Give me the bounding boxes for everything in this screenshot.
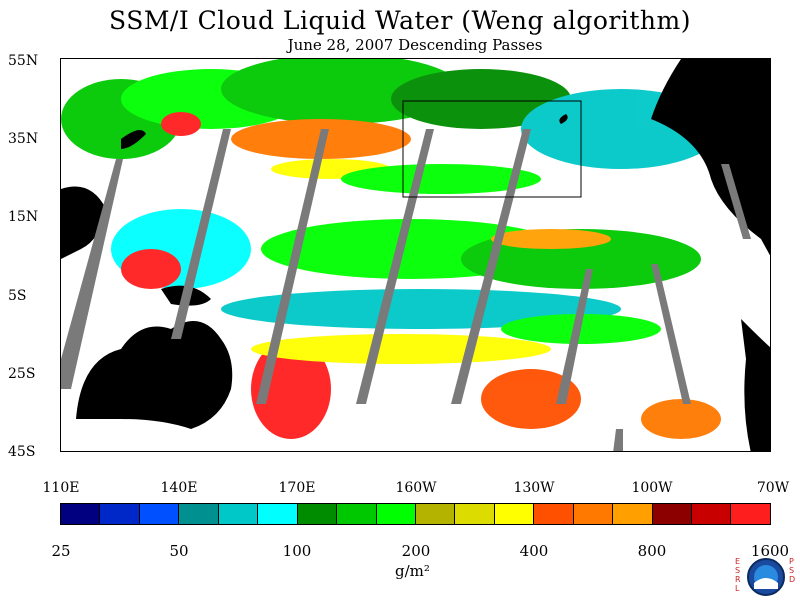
lon-label-100w: 100W [631, 480, 673, 496]
colorbar-swatch-14 [613, 504, 653, 524]
cloud-water-map [61, 59, 770, 451]
colorbar-swatch-4 [218, 504, 259, 524]
colorbar-swatch-8 [376, 504, 416, 524]
colorbar-swatch-3 [179, 504, 219, 524]
colorbar-label-25: 25 [51, 542, 71, 560]
lat-label-55n: 55N [8, 53, 39, 69]
colorbar-label-50: 50 [169, 542, 189, 560]
colorbar-swatch-5 [258, 504, 298, 524]
colorbar-swatch-11 [494, 504, 535, 524]
colorbar-label-800: 800 [637, 542, 667, 560]
lat-label-35n: 35N [8, 131, 39, 147]
colorbar-swatch-2 [139, 504, 180, 524]
colorbar-swatch-0 [61, 504, 101, 524]
lon-label-70w: 70W [756, 480, 790, 496]
lat-label-5s: 5S [8, 288, 27, 304]
colorbar-swatch-10 [455, 504, 495, 524]
colorbar-swatch-1 [100, 504, 140, 524]
colorbar-swatch-12 [534, 504, 574, 524]
lon-label-130w: 130W [513, 480, 555, 496]
colorbar-swatch-15 [652, 504, 692, 524]
lat-label-45s: 45S [8, 444, 36, 460]
lon-label-110e: 110E [42, 480, 80, 496]
colorbar-label-400: 400 [519, 542, 549, 560]
colorbar-swatch-13 [573, 504, 614, 524]
colorbar-label-200: 200 [401, 542, 431, 560]
colorbar-swatch-6 [297, 504, 338, 524]
lon-label-170e: 170E [278, 480, 316, 496]
map-subtitle: June 28, 2007 Descending Passes [287, 36, 543, 54]
lon-label-160w: 160W [395, 480, 437, 496]
colorbar-swatch-9 [415, 504, 456, 524]
map-title: SSM/I Cloud Liquid Water (Weng algorithm… [109, 6, 691, 35]
data-gaps [61, 129, 751, 451]
noaa-emblem-icon [747, 558, 785, 596]
lon-label-140e: 140E [160, 480, 198, 496]
lat-label-15n: 15N [8, 209, 39, 225]
colorbar-label-1600: 1600 [750, 542, 790, 560]
colorbar-swatch-16 [692, 504, 732, 524]
colorbar-swatch-7 [337, 504, 377, 524]
colorbar [60, 503, 771, 525]
colorbar-units: g/m² [395, 562, 430, 580]
colorbar-swatch-17 [731, 504, 770, 524]
lat-label-25s: 25S [8, 366, 36, 382]
map-panel [60, 58, 771, 452]
land-masses [61, 59, 770, 451]
colorbar-label-100: 100 [282, 542, 312, 560]
